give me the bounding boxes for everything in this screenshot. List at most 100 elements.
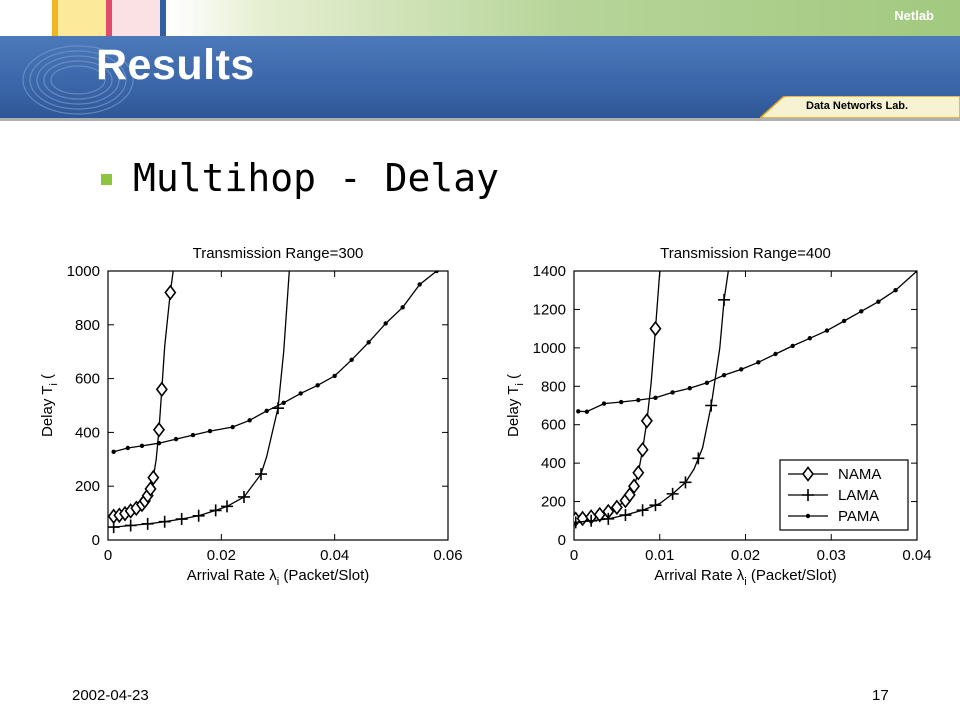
- point-lama: [221, 500, 233, 513]
- point-lama: [692, 452, 705, 465]
- brand-label: Netlab: [894, 8, 934, 23]
- legend-label-pama: PAMA: [838, 508, 879, 525]
- subbrand-label: Data Networks Lab.: [806, 100, 909, 112]
- point-pama: [111, 449, 116, 454]
- point-lama: [108, 521, 120, 534]
- point-lama: [175, 513, 188, 526]
- series-line-nama: [575, 271, 661, 520]
- x-tick-label: 0.03: [817, 547, 846, 564]
- decor-square-pink: [106, 0, 160, 36]
- point-pama: [264, 408, 269, 414]
- point-lama: [238, 490, 250, 503]
- point-lama: [636, 504, 649, 517]
- point-lama: [158, 515, 171, 528]
- point-nama: [632, 464, 645, 481]
- point-lama: [141, 517, 154, 530]
- point-pama: [230, 424, 235, 430]
- y-tick-label: 600: [541, 417, 566, 434]
- series-group: [108, 271, 439, 534]
- chart-range-300: Transmission Range=300 0 0.02 0.04 0.06 0 200 4…: [39, 245, 463, 588]
- point-lama: [192, 509, 205, 522]
- brand-tab: [760, 96, 960, 118]
- series-line-lama: [575, 271, 729, 523]
- bullet-text: Multihop - Delay: [133, 156, 500, 200]
- y-tick-label: 600: [75, 371, 100, 388]
- point-nama: [628, 478, 641, 495]
- y-tick-label: 800: [75, 317, 100, 334]
- series-line-pama: [113, 271, 438, 453]
- y-tick-label: 400: [75, 424, 100, 441]
- point-pama: [366, 340, 371, 345]
- y-axis-label: Delay Ti (: [505, 374, 526, 437]
- point-pama: [670, 390, 675, 395]
- point-lama: [124, 519, 137, 532]
- point-pama: [207, 428, 213, 434]
- series-line-pama: [578, 271, 917, 413]
- point-pama: [914, 271, 917, 274]
- point-pama: [400, 305, 405, 310]
- point-pama: [876, 299, 881, 304]
- point-pama: [298, 391, 303, 396]
- point-pama: [584, 409, 590, 414]
- y-tick-label: 800: [541, 378, 566, 395]
- point-pama: [139, 443, 145, 449]
- point-pama: [315, 383, 320, 388]
- y-tick-label: 0: [92, 532, 100, 549]
- point-lama: [679, 476, 692, 489]
- legend-marker-lama: [802, 489, 814, 501]
- point-pama: [190, 432, 196, 438]
- footer-date: 2002-04-23: [72, 687, 149, 704]
- chart-title: Transmission Range=400: [660, 245, 831, 262]
- point-nama: [164, 284, 177, 301]
- point-lama: [255, 468, 267, 481]
- point-pama: [807, 336, 813, 341]
- series-group: [574, 271, 917, 529]
- decor-square-yellow: [52, 0, 106, 36]
- point-lama: [574, 516, 582, 529]
- y-tick-label: 1400: [533, 263, 566, 280]
- point-lama: [705, 399, 718, 412]
- point-pama: [790, 343, 795, 349]
- point-pama: [576, 409, 581, 414]
- point-nama: [152, 421, 166, 438]
- point-pama: [434, 271, 439, 274]
- point-pama: [859, 309, 864, 314]
- x-tick-label: 0.02: [207, 547, 236, 564]
- chart-range-400: Transmission Range=400 0 0.01 0.02 0.03 0.04 0…: [505, 245, 932, 588]
- point-pama: [156, 440, 162, 446]
- chart-title: Transmission Range=300: [193, 245, 364, 262]
- point-pama: [636, 397, 641, 403]
- point-nama: [147, 469, 160, 486]
- point-lama: [718, 293, 731, 306]
- y-tick-label: 200: [541, 494, 566, 511]
- y-tick-label: 200: [75, 478, 100, 495]
- point-lama: [209, 504, 222, 517]
- point-pama: [601, 401, 607, 406]
- point-pama: [893, 288, 898, 293]
- point-pama: [173, 436, 179, 442]
- x-axis-label: Arrival Rate λi (Packet/Slot): [187, 567, 370, 588]
- header-divider: [0, 118, 960, 121]
- x-tick-label: 0.02: [731, 547, 760, 564]
- point-lama: [666, 487, 679, 500]
- series-line-lama: [113, 271, 290, 528]
- point-pama: [417, 282, 422, 287]
- point-pama: [841, 318, 847, 324]
- decor-bar-blue: [160, 0, 166, 36]
- legend-label-lama: LAMA: [838, 487, 879, 504]
- point-lama: [602, 512, 615, 525]
- point-pama: [721, 372, 727, 378]
- y-tick-label: 1200: [533, 301, 566, 318]
- point-pama: [332, 373, 337, 379]
- point-nama: [144, 481, 157, 497]
- point-nama: [610, 499, 623, 516]
- x-tick-label: 0.04: [320, 547, 349, 564]
- y-tick-label: 1000: [533, 340, 566, 357]
- legend-marker-pama: [805, 513, 811, 519]
- point-pama: [281, 400, 286, 406]
- point-pama: [824, 328, 830, 333]
- point-pama: [687, 386, 692, 391]
- point-pama: [247, 418, 252, 423]
- point-pama: [349, 357, 354, 362]
- point-nama: [636, 441, 649, 458]
